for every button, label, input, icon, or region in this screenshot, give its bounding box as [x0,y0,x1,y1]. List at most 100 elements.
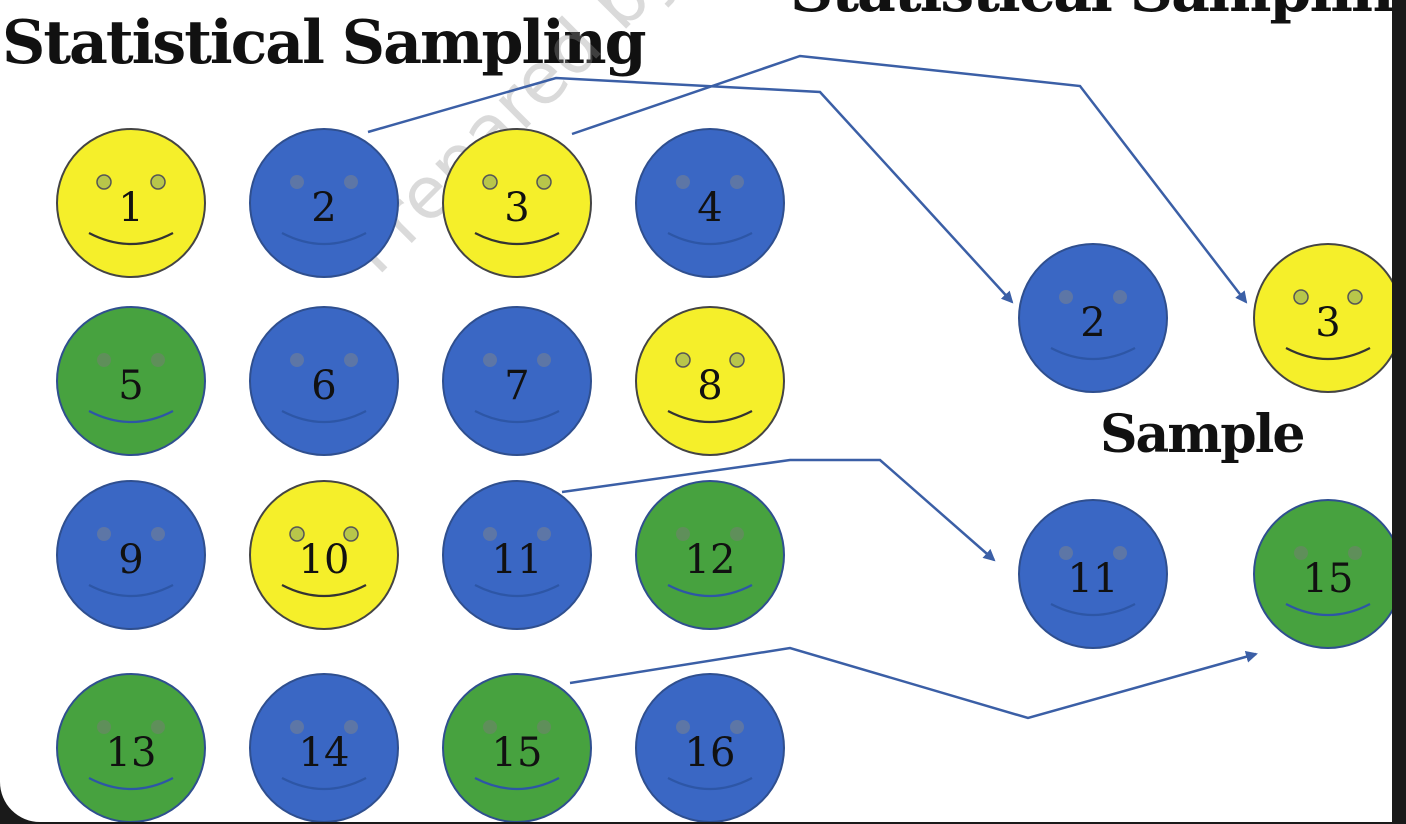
smile-icon [88,232,174,246]
population-face-8-disc [635,306,785,456]
population-face-12: 12 [635,480,785,630]
eye-right-icon [343,526,359,542]
population-face-15-disc [442,673,592,822]
sample-label: Sample [1100,404,1305,465]
population-face-8-number: 8 [697,363,722,409]
population-face-13: 13 [56,673,206,822]
population-face-5-number: 5 [118,363,143,409]
eye-right-icon [150,174,166,190]
population-face-6: 6 [249,306,399,456]
smile-icon [667,410,753,424]
population-face-6-number: 6 [311,363,336,409]
eye-left-icon [1293,289,1309,305]
population-face-2-number: 2 [311,185,336,231]
population-face-9-disc [56,480,206,630]
eye-left-icon [97,353,111,367]
eye-right-icon [151,720,165,734]
population-face-14-disc [249,673,399,822]
smile-icon [88,777,174,791]
arrow-15-to-sample [569,646,1258,720]
smile-icon [1050,603,1136,617]
sample-group: 2 3 11 15 [1018,243,1392,649]
eye-left-icon [97,720,111,734]
population-face-9: 9 [56,480,206,630]
population-face-4: 4 [635,128,785,278]
population-face-10: 10 [249,480,399,630]
smile-icon [1050,347,1136,361]
smile-icon [281,584,367,598]
smile-icon [1285,347,1371,361]
eye-left-icon [290,720,304,734]
eye-right-icon [537,527,551,541]
smile-icon [667,777,753,791]
population-face-16-disc [635,673,785,822]
population-face-8: 8 [635,306,785,456]
eye-left-icon [96,174,112,190]
eye-left-icon [290,353,304,367]
population-face-11-number: 11 [492,537,543,583]
population-face-5-disc [56,306,206,456]
eye-right-icon [729,352,745,368]
arrows-group [367,54,1258,720]
eye-right-icon [1113,290,1127,304]
eye-left-icon [290,175,304,189]
population-face-3-disc [442,128,592,278]
smile-icon [474,232,560,246]
eye-left-icon [676,527,690,541]
eye-right-icon [536,174,552,190]
sample-face-3-disc [1253,243,1392,393]
population-face-7-disc [442,306,592,456]
population-face-13-disc [56,673,206,822]
eye-left-icon [1059,290,1073,304]
smile-icon [667,232,753,246]
population-face-9-number: 9 [118,537,143,583]
population-face-15: 15 [442,673,592,822]
eye-right-icon [730,720,744,734]
population-face-12-number: 12 [685,537,736,583]
population-face-2-disc [249,128,399,278]
eye-right-icon [151,527,165,541]
population-face-6-disc [249,306,399,456]
sample-face-2-disc [1018,243,1168,393]
eye-right-icon [730,527,744,541]
population-face-13-number: 13 [106,730,157,776]
eye-right-icon [537,353,551,367]
eye-right-icon [537,720,551,734]
sample-face-11: 11 [1018,499,1168,649]
population-face-14: 14 [249,673,399,822]
arrow-2-to-sample [367,76,1014,304]
eye-right-icon [1347,289,1363,305]
smile-icon [88,584,174,598]
population-face-11-disc [442,480,592,630]
population-face-16: 16 [635,673,785,822]
population-face-1: 1 [56,128,206,278]
smile-icon [281,777,367,791]
eye-left-icon [676,720,690,734]
population-face-12-disc [635,480,785,630]
sample-face-11-disc [1018,499,1168,649]
eye-right-icon [730,175,744,189]
population-face-11: 11 [442,480,592,630]
smile-icon [281,232,367,246]
eye-right-icon [344,175,358,189]
sample-face-15: 15 [1253,499,1392,649]
eye-left-icon [483,720,497,734]
eye-left-icon [483,353,497,367]
eye-left-icon [676,175,690,189]
sample-face-3: 3 [1253,243,1392,393]
smile-icon [474,584,560,598]
eye-right-icon [151,353,165,367]
smile-icon [667,584,753,598]
eye-left-icon [483,527,497,541]
population-face-14-number: 14 [299,730,350,776]
population-face-7-number: 7 [504,363,529,409]
eye-right-icon [344,720,358,734]
population-face-10-disc [249,480,399,630]
population-face-4-disc [635,128,785,278]
population-face-10-number: 10 [299,537,350,583]
eye-right-icon [1348,546,1362,560]
population-face-3: 3 [442,128,592,278]
partial-title-top: Statistical Sampling [790,0,1392,26]
